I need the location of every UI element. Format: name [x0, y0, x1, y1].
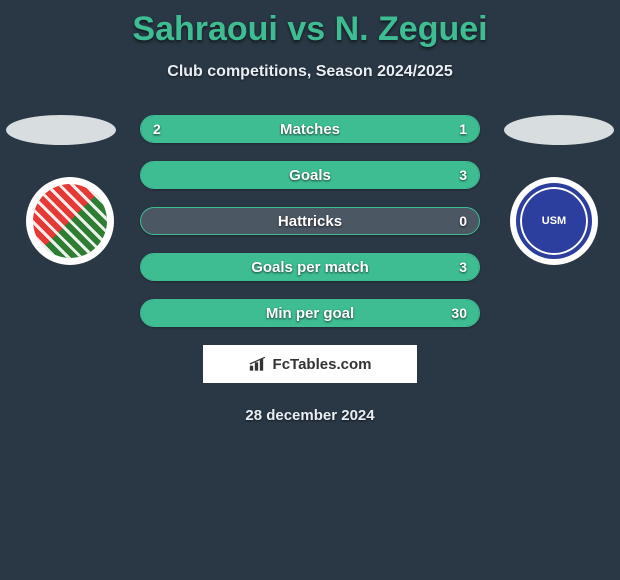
team-badge-left — [26, 177, 114, 265]
team-badge-left-graphic — [33, 184, 107, 258]
stat-row-goals-per-match: Goals per match 3 — [140, 253, 480, 281]
stat-value-right: 3 — [459, 254, 467, 280]
stat-label: Matches — [141, 116, 479, 142]
stat-row-hattricks: Hattricks 0 — [140, 207, 480, 235]
stat-value-right: 3 — [459, 162, 467, 188]
team-badge-right-graphic: USM — [516, 183, 592, 259]
player-oval-left — [6, 115, 116, 145]
player-oval-right — [504, 115, 614, 145]
subtitle: Club competitions, Season 2024/2025 — [0, 63, 620, 81]
stat-label: Min per goal — [141, 300, 479, 326]
stat-value-right: 0 — [459, 208, 467, 234]
page-title: Sahraoui vs N. Zeguei — [0, 0, 620, 49]
stat-row-min-per-goal: Min per goal 30 — [140, 299, 480, 327]
stat-row-matches: 2 Matches 1 — [140, 115, 480, 143]
attribution-badge: FcTables.com — [203, 345, 417, 383]
chart-icon — [249, 356, 269, 372]
comparison-card: Sahraoui vs N. Zeguei Club competitions,… — [0, 0, 620, 580]
stat-value-right: 30 — [451, 300, 467, 326]
date-text: 28 december 2024 — [0, 407, 620, 424]
stat-label: Goals per match — [141, 254, 479, 280]
stats-area: USM 2 Matches 1 Goals 3 Hattric — [0, 115, 620, 424]
team-badge-right: USM — [510, 177, 598, 265]
attribution-text: FcTables.com — [273, 356, 372, 373]
stat-value-right: 1 — [459, 116, 467, 142]
stat-label: Hattricks — [141, 208, 479, 234]
stat-row-goals: Goals 3 — [140, 161, 480, 189]
stat-label: Goals — [141, 162, 479, 188]
stat-bars: 2 Matches 1 Goals 3 Hattricks 0 — [140, 115, 480, 327]
